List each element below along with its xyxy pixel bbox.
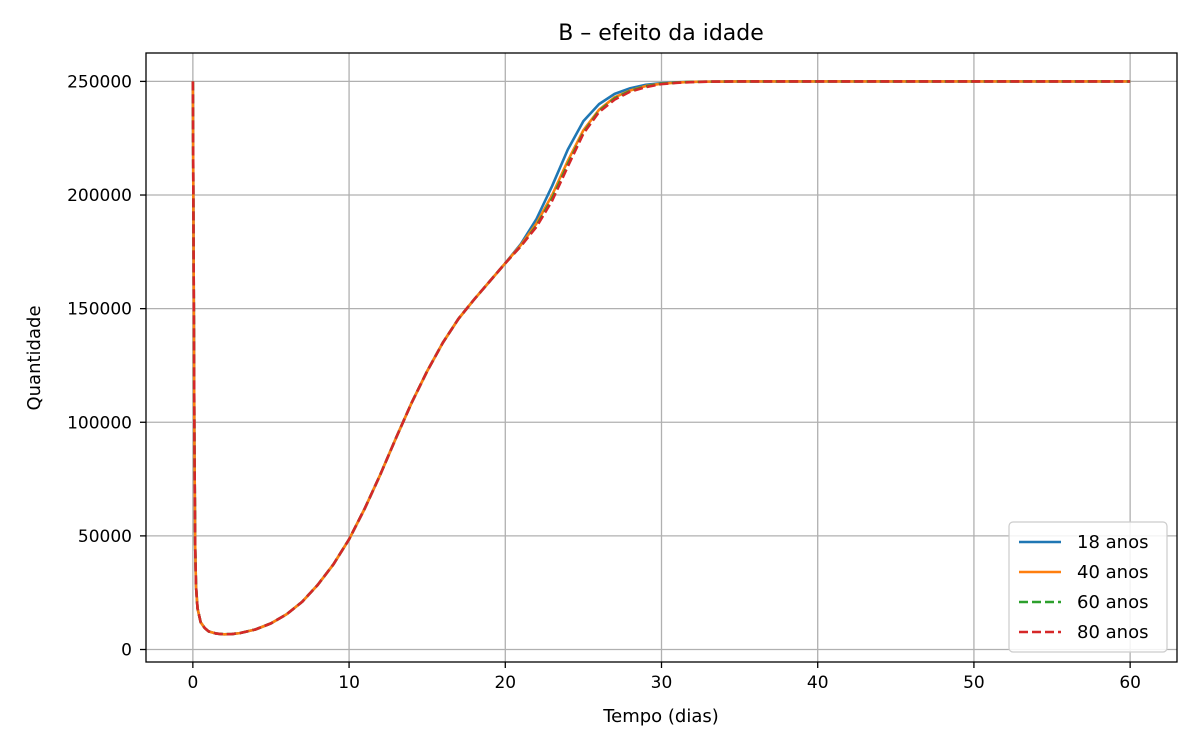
legend-label: 60 anos	[1077, 592, 1148, 613]
x-tick-label: 0	[187, 673, 198, 693]
series-line-4	[191, 80, 1131, 636]
y-tick-label: 250000	[67, 72, 132, 92]
x-tick-label: 40	[807, 673, 829, 693]
x-axis-label: Tempo (dias)	[602, 706, 719, 727]
x-tick-label: 10	[338, 673, 360, 693]
legend-label: 40 anos	[1077, 562, 1148, 583]
y-tick-label: 50000	[78, 527, 132, 547]
x-tick-label: 20	[494, 673, 516, 693]
y-tick-label: 0	[121, 641, 132, 661]
legend-label: 18 anos	[1077, 532, 1148, 553]
legend: 18 anos 40 anos 60 anos 80 anos	[1008, 521, 1168, 653]
x-tick-label: 50	[963, 673, 985, 693]
y-axis-label: Quantidade	[24, 305, 45, 410]
x-axis-ticks: 0 10 20 30 40 50 60	[187, 662, 1141, 693]
legend-box	[1008, 521, 1168, 653]
y-axis-ticks: 0 50000 100000 150000 200000 250000	[67, 72, 146, 661]
x-tick-label: 30	[651, 673, 673, 693]
grid	[146, 53, 1177, 662]
y-tick-label: 150000	[67, 300, 132, 320]
chart-title: B – efeito da idade	[558, 21, 764, 46]
x-tick-label: 60	[1119, 673, 1141, 693]
y-tick-label: 200000	[67, 186, 132, 206]
y-tick-label: 100000	[67, 413, 132, 433]
series-lines	[191, 80, 1131, 636]
legend-label: 80 anos	[1077, 622, 1148, 643]
